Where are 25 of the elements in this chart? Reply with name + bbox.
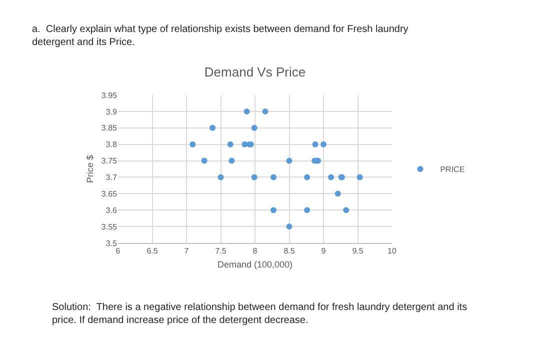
- y-tick-label: 3.5: [106, 238, 118, 248]
- y-tick-label: 3.75: [101, 156, 118, 166]
- y-axis-title: Price $: [84, 154, 95, 184]
- x-tick-label: 9.5: [352, 246, 364, 256]
- legend-label: PRICE: [440, 165, 465, 174]
- text: a. Clearly explain what type of relationship exists between demand for Fresh laundry detergent and its Price.: [32, 24, 408, 48]
- y-tick-label: 3.95: [101, 90, 118, 100]
- x-tick-label: 10: [388, 246, 397, 256]
- chart-title: Demand Vs Price: [204, 64, 306, 80]
- x-tick-label: 9: [321, 246, 326, 256]
- y-tick-label: 3.8: [106, 140, 118, 150]
- x-tick-label: 6.5: [146, 246, 158, 256]
- y-tick-label: 3.7: [106, 173, 118, 182]
- y-tick-label: 3.55: [101, 222, 118, 232]
- x-axis-title: Demand (100,000): [217, 259, 293, 270]
- x-tick-label: 7.5: [215, 246, 227, 256]
- x-tick-label: 6: [116, 246, 121, 256]
- x-tick-label: 7: [184, 246, 190, 256]
- x-tick-label: 8.5: [284, 246, 296, 256]
- y-tick-label: 3.9: [106, 107, 118, 116]
- y-tick-label: 3.65: [101, 189, 118, 198]
- y-tick-label: 3.85: [101, 124, 118, 133]
- x-tick-label: 8: [252, 246, 258, 256]
- text: Solution: There is a negative relationship between demand for fresh laundry detergent and its price. If demand increase price of the detergent decrease.: [52, 302, 468, 326]
- y-tick-label: 3.6: [106, 206, 118, 215]
